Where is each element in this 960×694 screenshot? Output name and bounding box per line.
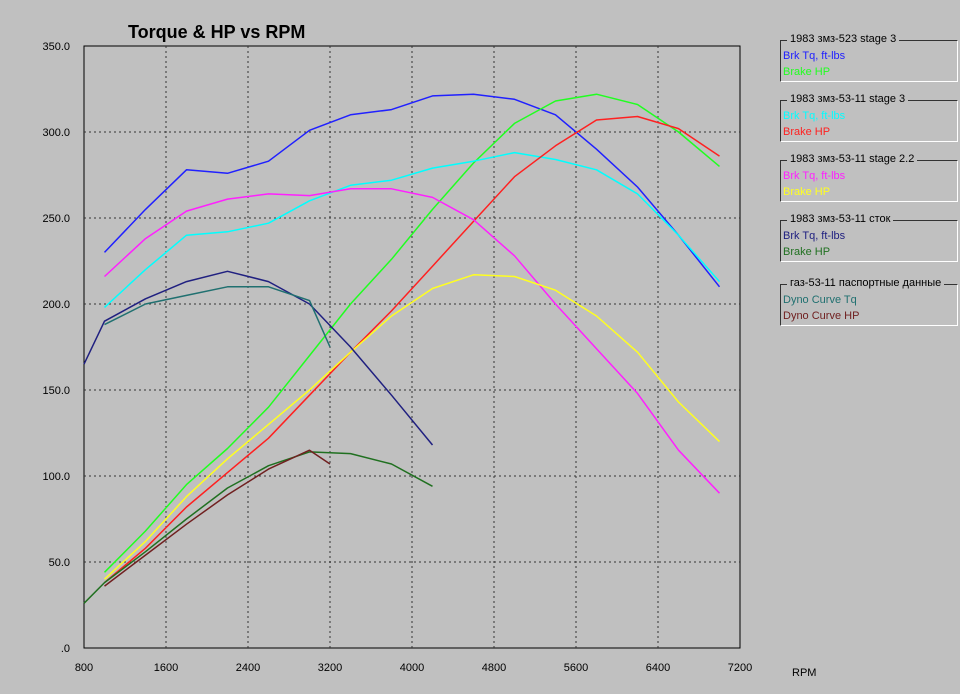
grid-lines: [84, 46, 740, 648]
legend-entry: Brk Tq, ft-lbs: [783, 110, 846, 122]
y-tick-label: 150.0: [42, 385, 70, 397]
series-line-9: [104, 286, 331, 348]
y-tick-label: .0: [61, 643, 70, 655]
x-tick-label: 2400: [236, 662, 260, 674]
legend-group-title: 1983 змз-53-11 stage 2.2: [787, 153, 918, 165]
legend-entry: Dyno Curve HP: [783, 310, 860, 322]
legend-entry: Brake HP: [783, 246, 831, 258]
x-tick-label: 800: [75, 662, 93, 674]
axis-tick-labels: 800 1600 2400 3200 4000 4800 5600 6400 7200 .0 50.…: [42, 41, 752, 674]
y-tick-label: 200.0: [42, 299, 70, 311]
x-axis-label: RPM: [792, 667, 816, 679]
y-tick-label: 350.0: [42, 41, 70, 53]
series-line-4: [104, 115, 720, 584]
legend-group: 1983 змз-523 stage 3 Brk Tq, ft-lbs Brake …: [780, 33, 958, 82]
y-tick-label: 50.0: [49, 557, 70, 569]
series-line-5: [103, 188, 721, 494]
chart-title: Torque & HP vs RPM: [128, 22, 305, 42]
legend-entry: Brk Tq, ft-lbs: [783, 230, 846, 242]
x-tick-label: 7200: [728, 662, 752, 674]
legend-entry: Brake HP: [783, 186, 831, 198]
legend-entry: Brake HP: [783, 66, 831, 78]
x-tick-label: 4800: [482, 662, 506, 674]
legend-group: газ-53-11 паспортные данные Dyno Curve Tq…: [780, 277, 958, 326]
series-line-1: [103, 93, 721, 288]
series-lines: [83, 93, 721, 604]
series-line-10: [104, 449, 331, 587]
legend-group-title: 1983 змз-523 stage 3: [787, 33, 900, 45]
legend-entry: Brake HP: [783, 126, 831, 138]
x-tick-label: 5600: [564, 662, 588, 674]
series-line-2: [103, 93, 720, 573]
legend-group: 1983 змз-53-11 stage 3 Brk Tq, ft-lbs Brak…: [780, 93, 958, 142]
y-tick-label: 300.0: [42, 127, 70, 139]
series-line-7: [83, 270, 434, 446]
x-tick-label: 1600: [154, 662, 178, 674]
x-tick-label: 6400: [646, 662, 670, 674]
legend-entry: Brk Tq, ft-lbs: [783, 170, 846, 182]
x-tick-label: 3200: [318, 662, 342, 674]
series-line-6: [103, 274, 721, 580]
legend-group: 1983 змз-53-11 stage 2.2 Brk Tq, ft-lbs Br…: [780, 153, 958, 202]
legend-group-title: газ-53-11 паспортные данные: [787, 277, 945, 289]
legend-entry: Dyno Curve Tq: [783, 294, 857, 306]
y-tick-label: 100.0: [42, 471, 70, 483]
y-tick-label: 250.0: [42, 213, 70, 225]
legend-group: 1983 змз-53-11 сток Brk Tq, ft-lbs Brake H…: [780, 213, 958, 262]
series-line-3: [103, 151, 721, 308]
legend-entry: Brk Tq, ft-lbs: [783, 50, 846, 62]
legend-group-title: 1983 змз-53-11 stage 3: [787, 93, 909, 105]
series-line-8: [83, 451, 433, 604]
x-tick-label: 4000: [400, 662, 424, 674]
legend-group-title: 1983 змз-53-11 сток: [787, 213, 894, 225]
